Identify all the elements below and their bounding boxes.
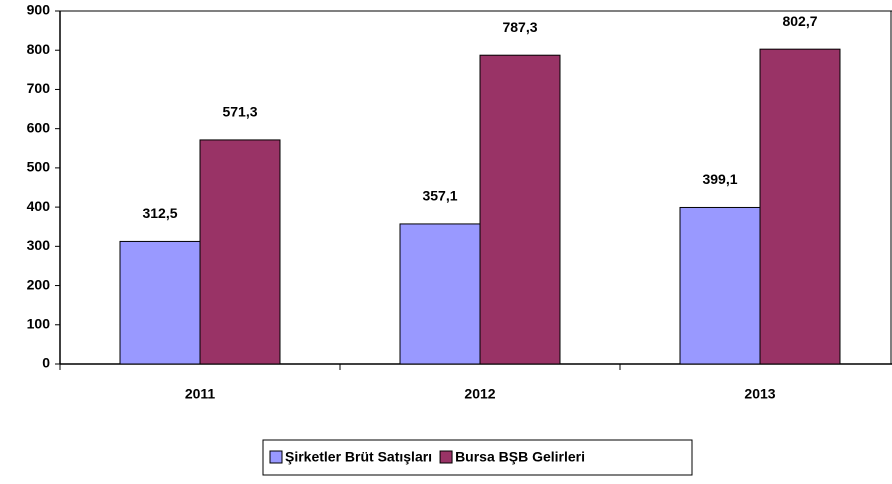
x-tick-label: 2013 — [744, 386, 775, 402]
bar — [479, 54, 561, 365]
bar — [119, 240, 201, 365]
y-tick-label: 300 — [27, 237, 51, 253]
legend — [262, 439, 693, 476]
legend-label: Bursa BŞB Gelirleri — [455, 449, 585, 465]
x-tick-label: 2012 — [464, 386, 495, 402]
value-label: 802,7 — [782, 13, 817, 29]
value-label: 787,3 — [502, 19, 537, 35]
value-label: 357,1 — [422, 188, 457, 204]
bar — [199, 139, 281, 365]
y-tick-label: 600 — [27, 119, 51, 135]
y-tick-label: 900 — [27, 2, 51, 18]
y-tick-label: 500 — [27, 159, 51, 175]
legend-swatch — [269, 450, 283, 464]
y-tick-label: 400 — [27, 198, 51, 214]
legend-label: Şirketler Brüt Satışları — [285, 449, 432, 465]
value-label: 312,5 — [142, 205, 177, 221]
legend-swatch — [439, 450, 453, 464]
value-label: 571,3 — [222, 104, 257, 120]
y-tick-label: 800 — [27, 41, 51, 57]
bar — [759, 48, 841, 365]
x-tick-label: 2011 — [185, 386, 216, 402]
bar — [679, 206, 761, 365]
y-tick-label: 0 — [42, 355, 50, 371]
value-label: 399,1 — [702, 171, 737, 187]
y-tick-label: 700 — [27, 80, 51, 96]
bar — [399, 223, 481, 365]
y-tick-label: 100 — [27, 315, 51, 331]
y-tick-label: 200 — [27, 276, 51, 292]
